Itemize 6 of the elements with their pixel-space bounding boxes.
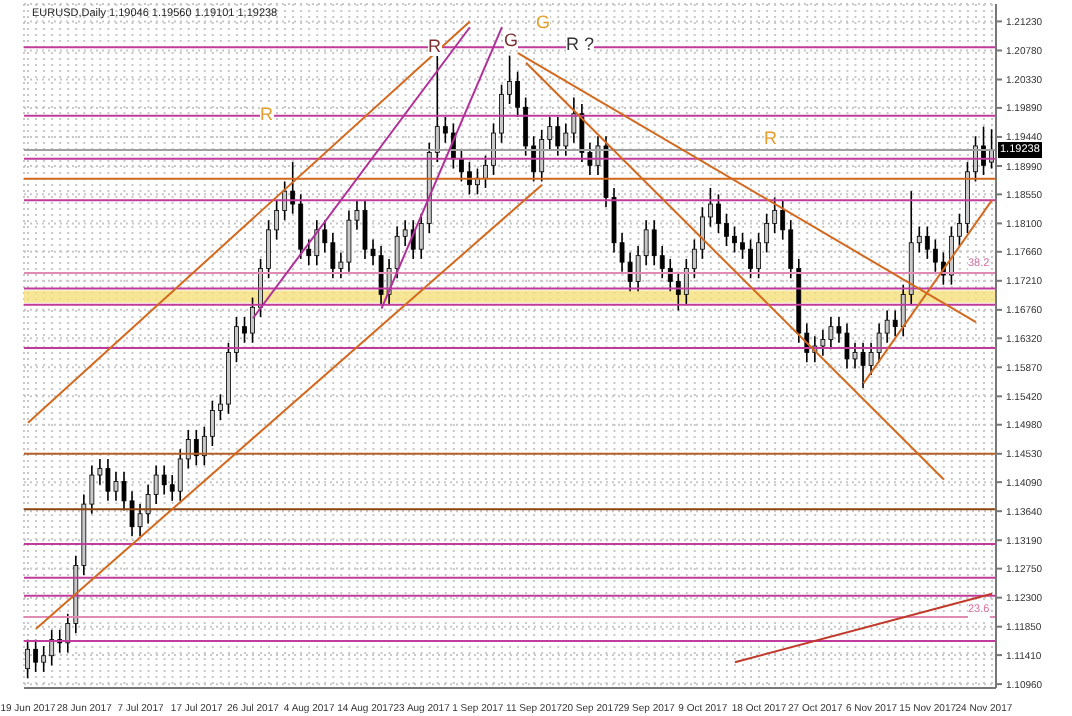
annotation: R ?: [566, 34, 595, 54]
annotation: G: [536, 12, 551, 32]
annotation: R: [764, 128, 777, 148]
annotation: R: [428, 36, 441, 56]
annotation: G: [504, 30, 519, 50]
annotation: R: [260, 104, 273, 124]
